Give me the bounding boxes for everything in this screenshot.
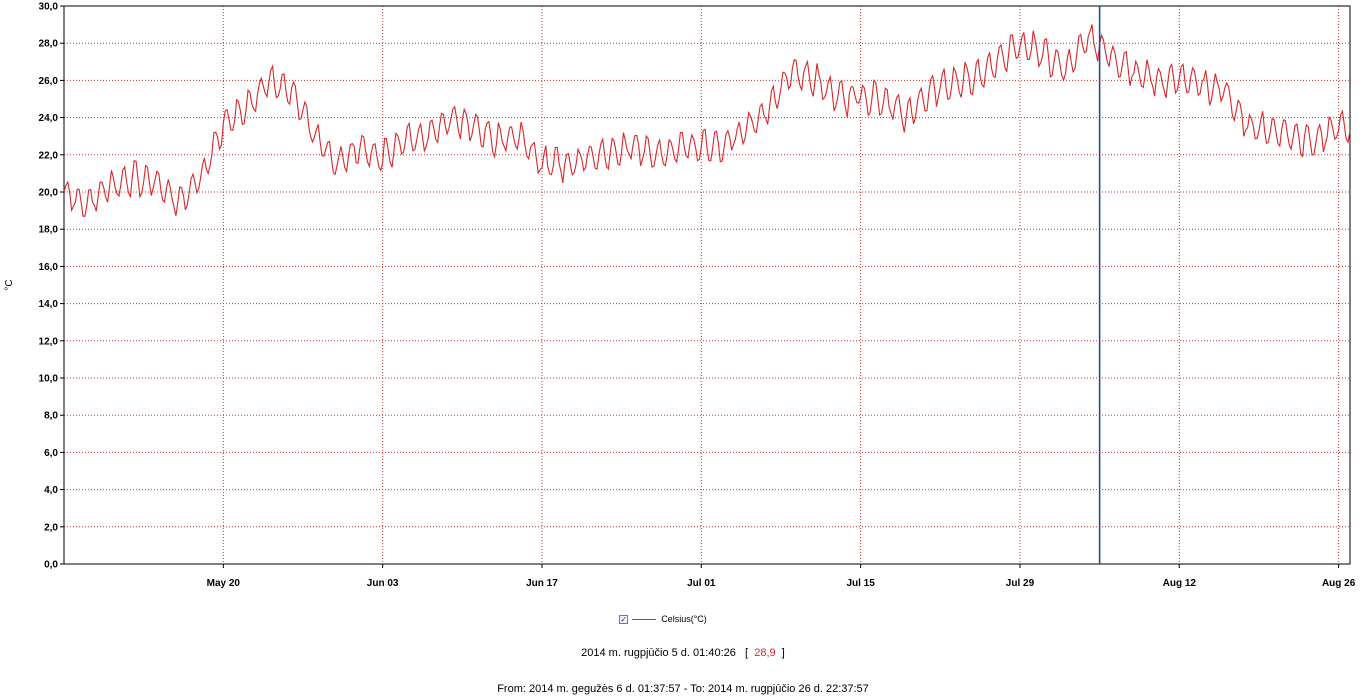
x-tick-label: May 20 [207,578,241,589]
y-axis-ticks: 0,0 2,0 4,0 6,0 8,0 10,0 12,0 14,0 16,0 18,0 20,0 2… [39,2,64,571]
y-tick-label: 12,0 [39,336,59,347]
x-tick-label: Jul 29 [1006,578,1035,589]
legend-label: Celsius(°C) [661,614,707,624]
legend-swatch [632,618,657,620]
line-chart[interactable]: 0,0 2,0 4,0 6,0 8,0 10,0 12,0 14,0 16,0 18,0 20,0 2… [0,0,1366,600]
x-tick-label: Jul 15 [846,578,875,589]
bracket-open: [ [745,647,749,659]
grid [64,5,1350,564]
y-tick-label: 6,0 [44,448,58,459]
y-tick-label: 16,0 [39,262,59,273]
y-axis-label: °C [4,279,15,290]
date-range: From: 2014 m. gegužės 6 d. 01:37:57 - To… [497,683,869,695]
cursor-timestamp: 2014 m. rugpjūčio 5 d. 01:40:26 [581,647,736,659]
y-tick-label: 0,0 [44,560,58,571]
y-tick-label: 18,0 [39,225,59,236]
plot-frame [63,5,1351,565]
x-tick-label: Jun 17 [526,578,558,589]
cursor-value: 28,9 [754,647,776,659]
x-tick-label: Aug 12 [1163,578,1197,589]
y-tick-label: 4,0 [44,485,58,496]
cursor-readout: 2014 m. rugpjūčio 5 d. 01:40:26 [ 28,9 ] [0,647,1366,659]
y-tick-label: 24,0 [39,113,59,124]
y-tick-label: 26,0 [39,76,59,87]
bracket-close: ] [781,647,785,659]
y-tick-label: 8,0 [44,411,58,422]
x-tick-label: Jul 01 [687,578,716,589]
y-tick-label: 22,0 [39,150,59,161]
y-tick-label: 30,0 [39,2,59,13]
y-tick-label: 20,0 [39,188,59,199]
x-axis-ticks: May 20 Jun 03 Jun 17 Jul 01 Jul 15 Jul 29 Aug … [207,564,1356,589]
y-tick-label: 2,0 [44,522,58,533]
series-line-celsius [63,24,1351,217]
y-tick-label: 14,0 [39,299,59,310]
y-tick-label: 10,0 [39,374,59,385]
y-tick-label: 28,0 [39,39,59,50]
series-toggle-checkbox[interactable]: ✓ [619,614,629,624]
legend: ✓ Celsius(°C) [0,614,1366,624]
x-tick-label: Aug 26 [1322,578,1356,589]
axes [63,5,1351,565]
x-tick-label: Jun 03 [367,578,399,589]
